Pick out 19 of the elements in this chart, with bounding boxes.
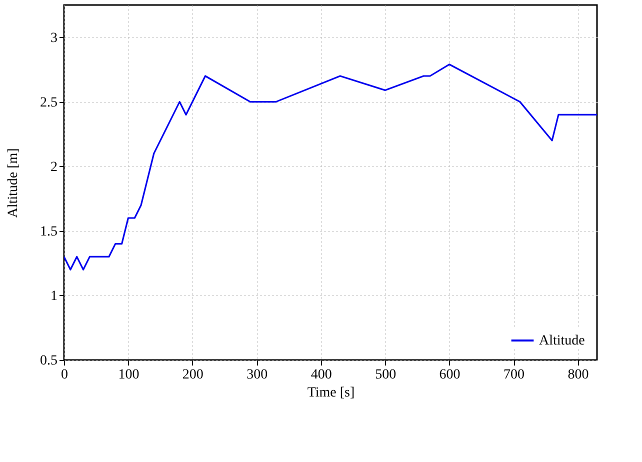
y-tick-label: 1 [50, 288, 58, 304]
x-tick-label: 700 [504, 368, 525, 382]
x-tick-label: 200 [182, 368, 204, 382]
legend-label: Altitude [539, 334, 585, 348]
x-tick-label: 0 [61, 368, 68, 382]
y-tick-label: 1.5 [40, 224, 58, 240]
x-tick-label: 100 [118, 368, 140, 382]
y-axis-title: Altitude [m] [6, 148, 21, 218]
y-tick-label: 0.5 [40, 354, 58, 368]
y-tick-label: 2 [50, 160, 58, 175]
x-tick-label: 800 [568, 368, 589, 382]
x-tick-label: 400 [310, 368, 332, 382]
y-tick-label: 3 [50, 30, 58, 46]
x-axis-title: Time [s] [307, 386, 355, 400]
x-tick-label: 600 [439, 368, 460, 382]
line-series [64, 64, 597, 270]
x-tick-label: 500 [375, 368, 396, 382]
y-tick-label: 2.5 [40, 95, 58, 110]
x-tick-label: 300 [246, 368, 268, 382]
